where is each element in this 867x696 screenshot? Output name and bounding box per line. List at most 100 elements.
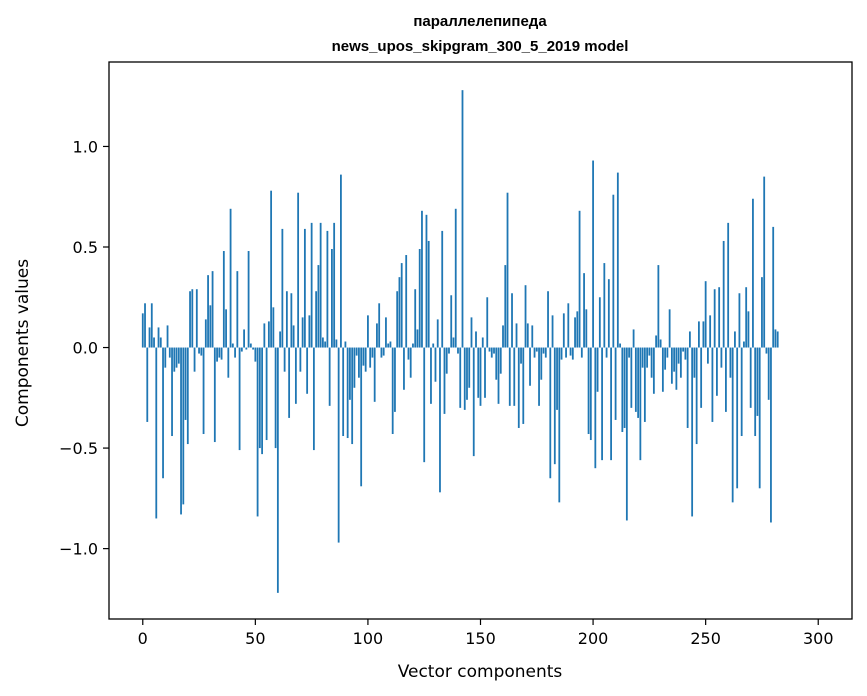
bar-217 xyxy=(630,347,633,408)
x-tick-label: 300 xyxy=(803,629,834,648)
bar-23 xyxy=(193,347,196,372)
bar-190 xyxy=(569,347,572,356)
bar-213 xyxy=(621,347,624,432)
bar-279 xyxy=(770,347,772,523)
bar-146 xyxy=(470,317,473,348)
bar-169 xyxy=(522,347,525,424)
bar-49 xyxy=(252,347,254,350)
bar-70 xyxy=(299,347,302,372)
bar-179 xyxy=(544,347,547,358)
bar-13 xyxy=(171,347,173,437)
bar-25 xyxy=(198,347,200,354)
bar-197 xyxy=(585,309,588,348)
bar-224 xyxy=(646,347,649,368)
bar-245 xyxy=(693,347,696,378)
bar-174 xyxy=(533,347,536,358)
bar-215 xyxy=(625,347,628,521)
bar-175 xyxy=(535,347,538,352)
bar-104 xyxy=(376,323,378,348)
x-axis-label: Vector components xyxy=(398,662,563,682)
bar-191 xyxy=(571,347,574,360)
x-axis-ticks: 0 50 100 150 200 250 300 xyxy=(138,619,834,648)
bar-252 xyxy=(709,315,712,348)
bar-144 xyxy=(466,347,468,400)
bar-46 xyxy=(245,347,248,350)
bar-246 xyxy=(695,347,698,445)
bar-207 xyxy=(607,279,610,348)
bar-161 xyxy=(504,265,507,348)
bar-80 xyxy=(321,337,324,348)
bar-8 xyxy=(159,337,162,348)
bar-109 xyxy=(387,343,390,348)
bar-281 xyxy=(774,329,777,348)
bar-173 xyxy=(531,325,534,348)
bar-97 xyxy=(360,347,363,487)
bar-111 xyxy=(391,347,394,435)
bar-38 xyxy=(227,347,230,378)
bar-189 xyxy=(567,303,570,348)
bar-156 xyxy=(493,347,495,354)
bar-61 xyxy=(279,331,282,348)
bar-231 xyxy=(661,347,664,392)
bar-59 xyxy=(274,347,277,449)
bar-226 xyxy=(650,347,653,378)
bar-234 xyxy=(668,309,671,348)
x-tick-label: 250 xyxy=(690,629,721,648)
y-tick-label: −0.5 xyxy=(59,439,98,458)
bar-193 xyxy=(576,311,579,348)
bar-76 xyxy=(312,347,315,451)
bar-257 xyxy=(720,347,723,368)
bar-225 xyxy=(648,347,651,356)
bar-56 xyxy=(267,321,270,348)
bar-33 xyxy=(216,347,218,362)
x-tick-label: 150 xyxy=(465,629,496,648)
bar-180 xyxy=(547,291,549,348)
bar-96 xyxy=(358,347,360,378)
bar-30 xyxy=(209,305,212,348)
bar-220 xyxy=(637,347,640,418)
bar-188 xyxy=(565,347,567,358)
bar-158 xyxy=(497,347,500,404)
bar-34 xyxy=(218,347,221,358)
bar-141 xyxy=(459,347,462,408)
bar-259 xyxy=(725,347,727,412)
bar-142 xyxy=(461,90,464,348)
bar-7 xyxy=(157,327,160,348)
bar-6 xyxy=(155,347,158,519)
bar-68 xyxy=(294,347,297,404)
bar-19 xyxy=(184,347,187,420)
bar-27 xyxy=(202,347,205,435)
bar-54 xyxy=(263,323,266,348)
bar-2 xyxy=(146,347,149,422)
bar-140 xyxy=(457,347,459,354)
bar-129 xyxy=(432,343,435,348)
bar-198 xyxy=(587,347,590,435)
bar-66 xyxy=(290,293,293,348)
bar-37 xyxy=(225,309,227,348)
bar-64 xyxy=(285,291,288,348)
bar-229 xyxy=(657,265,660,348)
bar-201 xyxy=(594,347,597,469)
bar-274 xyxy=(758,347,761,489)
bar-126 xyxy=(425,214,428,348)
bar-132 xyxy=(439,347,441,493)
bar-73 xyxy=(306,347,309,394)
bar-187 xyxy=(562,313,565,348)
bar-50 xyxy=(254,347,257,362)
bar-14 xyxy=(173,347,176,372)
y-tick-label: 0.5 xyxy=(73,238,98,257)
bar-216 xyxy=(628,347,630,358)
bar-233 xyxy=(666,347,669,358)
bar-151 xyxy=(481,337,484,348)
bar-147 xyxy=(472,347,475,457)
bar-117 xyxy=(405,255,408,348)
bar-22 xyxy=(191,289,194,348)
bar-265 xyxy=(738,293,741,348)
bar-67 xyxy=(292,325,295,348)
bar-236 xyxy=(673,347,676,372)
bar-168 xyxy=(520,347,522,364)
bar-4 xyxy=(150,303,153,348)
bar-205 xyxy=(603,263,606,348)
bar-106 xyxy=(380,347,383,358)
bar-230 xyxy=(659,339,662,348)
